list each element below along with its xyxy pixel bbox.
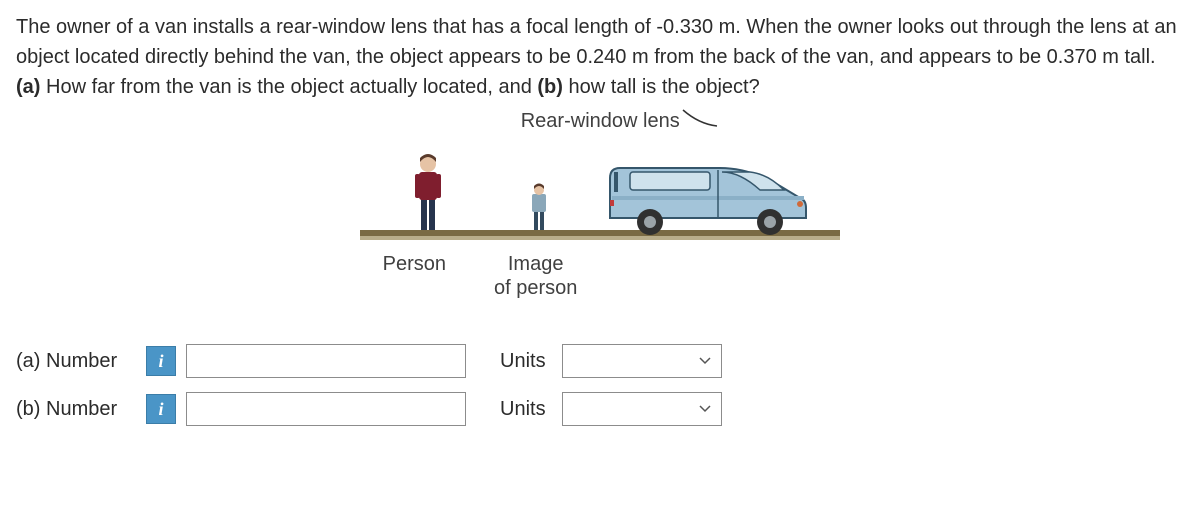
q-part-2: How far from the van is the object actua… [40, 76, 537, 98]
person-label: Person [383, 252, 446, 300]
image-of-person-label: Image of person [494, 252, 577, 300]
q-part-a-bold: (a) [16, 76, 40, 98]
answer-a-label: (a) Number [16, 346, 136, 376]
answer-b-units-label: Units [500, 394, 546, 424]
figure: Rear-window lens [16, 106, 1184, 300]
answer-row-b: (b) Number i Units [16, 392, 1184, 426]
info-icon[interactable]: i [146, 394, 176, 424]
answer-b-units-select[interactable] [562, 392, 722, 426]
q-part-0: The owner of a van installs a rear-windo… [16, 16, 1177, 68]
question-text: The owner of a van installs a rear-windo… [16, 12, 1184, 102]
answers-section: (a) Number i Units (b) Number i Units [16, 344, 1184, 426]
answer-a-number-input[interactable] [186, 344, 466, 378]
answer-a-units-select[interactable] [562, 344, 722, 378]
q-part-b-bold: (b) [537, 76, 563, 98]
answer-row-a: (a) Number i Units [16, 344, 1184, 378]
info-icon[interactable]: i [146, 346, 176, 376]
figure-top-label: Rear-window lens [36, 106, 1200, 136]
answer-b-label: (b) Number [16, 394, 136, 424]
answer-b-number-input[interactable] [186, 392, 466, 426]
q-part-4: how tall is the object? [563, 76, 760, 98]
figure-bottom-labels: Person Image of person [0, 252, 1064, 300]
figure-svg [360, 138, 840, 248]
answer-a-units-label: Units [500, 346, 546, 376]
